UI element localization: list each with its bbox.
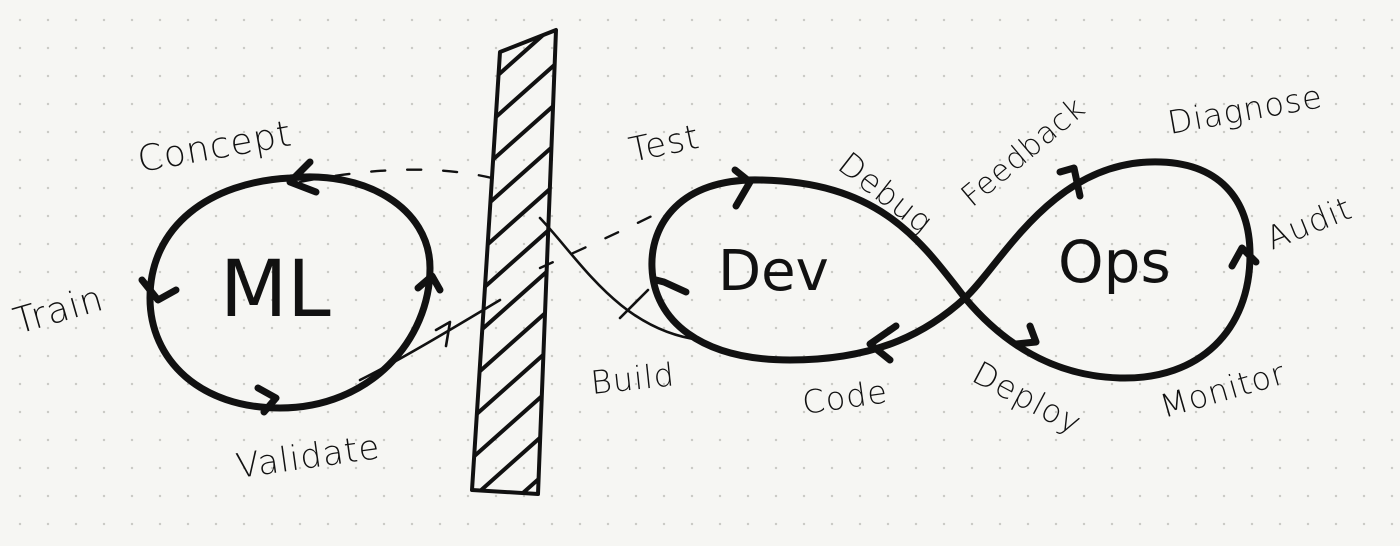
ml-arrow-validate-icon xyxy=(254,384,280,416)
devops-loop: Dev Ops Test Debug Build Code Feedback D… xyxy=(589,77,1358,442)
ml-title: ML xyxy=(220,245,331,335)
ops-stage-monitor: Monitor xyxy=(1156,354,1290,426)
wall-outline xyxy=(470,28,558,496)
wall xyxy=(470,28,558,496)
ops-title: Ops xyxy=(1058,228,1171,296)
ml-arrow-right-icon xyxy=(414,272,444,294)
ml-loop: ML Concept Train Validate xyxy=(9,113,444,487)
ml-arrow-concept-icon xyxy=(286,158,320,196)
ops-stage-feedback: Feedback xyxy=(955,90,1093,214)
arrow-feedback-icon xyxy=(1056,164,1084,200)
arrow-code-icon xyxy=(866,322,900,364)
ml-stage-train: Train xyxy=(9,278,108,343)
dev-title: Dev xyxy=(718,239,829,304)
arrow-build-icon xyxy=(652,276,690,296)
ml-stage-concept: Concept xyxy=(134,113,295,180)
arrow-deploy-icon xyxy=(1012,322,1040,348)
arrow-audit-icon xyxy=(1228,244,1260,270)
devops-infinity xyxy=(648,158,1254,382)
dashed-connector-dev xyxy=(538,208,666,270)
ml-outgoing-arrow-icon xyxy=(434,320,452,348)
ml-arrow-train-icon xyxy=(138,276,180,304)
build-tick xyxy=(618,288,650,320)
dev-stage-code: Code xyxy=(800,372,890,422)
dev-stage-test: Test xyxy=(626,117,704,171)
solid-connector-dev xyxy=(538,216,702,342)
arrow-test-icon xyxy=(731,166,754,210)
ml-loop-circle xyxy=(146,173,434,412)
ml-stage-validate: Validate xyxy=(234,427,383,487)
ops-stage-audit: Audit xyxy=(1261,189,1358,258)
ops-stage-diagnose: Diagnose xyxy=(1165,77,1326,142)
dev-stage-build: Build xyxy=(589,355,677,402)
